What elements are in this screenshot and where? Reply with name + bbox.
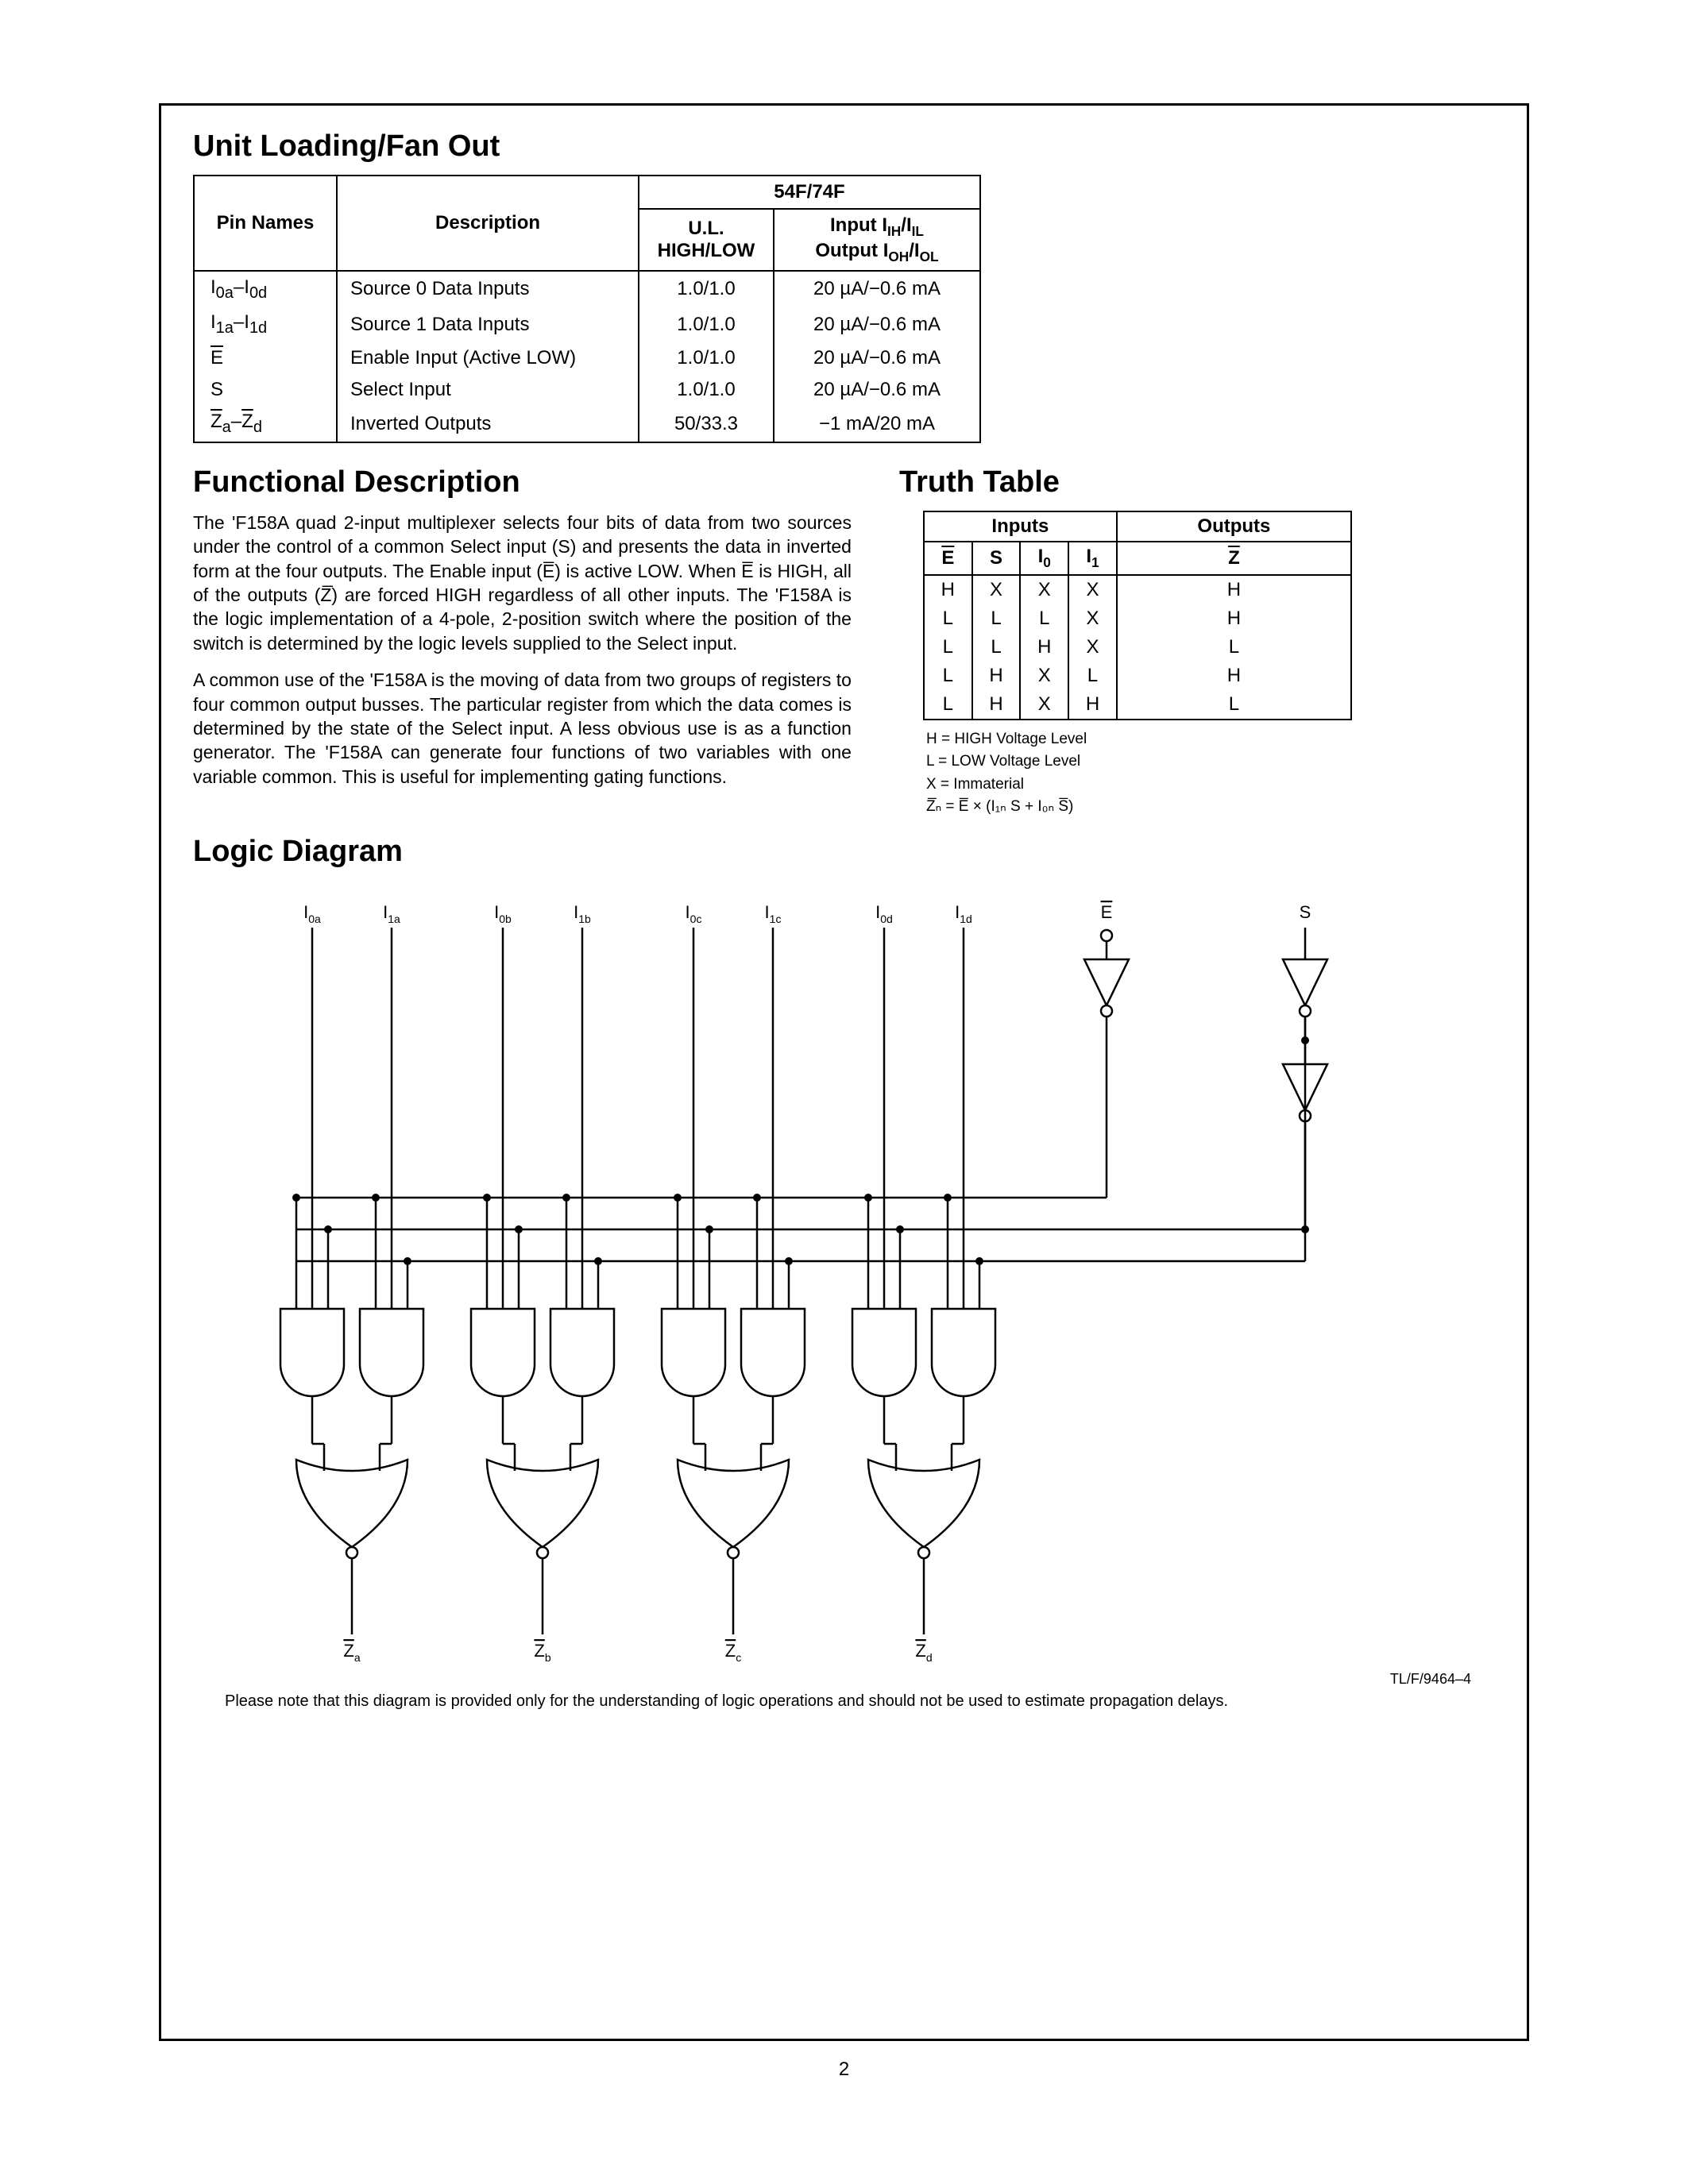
fanout-row: Za–ZdInverted Outputs50/33.3−1 mA/20 mA	[194, 406, 980, 442]
fanout-row: EEnable Input (Active LOW)1.0/1.020 µA/−…	[194, 342, 980, 374]
functional-description-col: Functional Description The 'F158A quad 2…	[193, 465, 852, 819]
truth-row: LLHXL	[924, 633, 1351, 662]
svg-text:I0d: I0d	[875, 902, 893, 925]
truth-title: Truth Table	[899, 465, 1495, 500]
func-title: Functional Description	[193, 465, 852, 500]
legend-x: X = Immaterial	[926, 774, 1495, 797]
fanout-table: Pin Names Description 54F/74F U.L.HIGH/L…	[193, 175, 981, 443]
legend-eq: Z̅ₙ = E̅ × (I₁ₙ S + I₀ₙ S̅)	[926, 796, 1495, 819]
svg-text:I1d: I1d	[955, 902, 972, 925]
truth-col: E	[924, 542, 972, 575]
datasheet-page: Unit Loading/Fan Out Pin Names Descripti…	[0, 0, 1688, 2184]
diagram-note: Please note that this diagram is provide…	[225, 1692, 1495, 1711]
page-number: 2	[159, 2059, 1529, 2081]
svg-text:Za: Za	[343, 1641, 360, 1664]
col-pin-names: Pin Names	[194, 176, 337, 271]
logic-diagram: I0a I1a I0b I1b I0c I1c I0d I1d E S Za Zb Zc Zd	[217, 888, 1456, 1674]
legend-l: L = LOW Voltage Level	[926, 751, 1495, 774]
fanout-row: SSelect Input1.0/1.020 µA/−0.6 mA	[194, 374, 980, 406]
svg-text:I0a: I0a	[303, 902, 321, 925]
truth-row: LLLXH	[924, 604, 1351, 633]
legend-h: H = HIGH Voltage Level	[926, 728, 1495, 751]
two-column-region: Functional Description The 'F158A quad 2…	[193, 465, 1495, 819]
fanout-title: Unit Loading/Fan Out	[193, 129, 1495, 164]
truth-row: LHXLH	[924, 662, 1351, 690]
svg-text:Zc: Zc	[725, 1641, 741, 1664]
svg-text:I0c: I0c	[686, 902, 702, 925]
func-p2: A common use of the 'F158A is the moving…	[193, 668, 852, 789]
truth-col: I1	[1068, 542, 1117, 575]
svg-text:Zd: Zd	[915, 1641, 932, 1664]
col-ul: U.L.HIGH/LOW	[639, 209, 774, 271]
truth-col: Z	[1117, 542, 1351, 575]
svg-text:Zb: Zb	[534, 1641, 550, 1664]
truth-col: I0	[1020, 542, 1068, 575]
col-family: 54F/74F	[639, 176, 980, 209]
truth-hdr-outputs: Outputs	[1117, 511, 1351, 542]
svg-text:I1c: I1c	[765, 902, 782, 925]
svg-text:I1b: I1b	[574, 902, 591, 925]
truth-table-col: Truth Table Inputs Outputs ESI0I1Z HXXXH…	[899, 465, 1495, 819]
truth-table: Inputs Outputs ESI0I1Z HXXXHLLLXHLLHXLLH…	[923, 511, 1352, 720]
svg-text:I0b: I0b	[494, 902, 512, 925]
truth-hdr-inputs: Inputs	[924, 511, 1117, 542]
logic-title: Logic Diagram	[193, 835, 1495, 869]
figure-id: TL/F/9464–4	[193, 1671, 1471, 1688]
svg-text:S: S	[1300, 902, 1311, 922]
truth-row: HXXXH	[924, 575, 1351, 604]
truth-col: S	[972, 542, 1021, 575]
truth-row: LHXHL	[924, 690, 1351, 720]
col-io: Input IIH/IIL Output IOH/IOL	[774, 209, 980, 271]
func-p1: The 'F158A quad 2-input multiplexer sele…	[193, 511, 852, 655]
logic-diagram-container: I0a I1a I0b I1b I0c I1c I0d I1d E S Za Zb Zc Zd TL/F/…	[193, 888, 1495, 1711]
fanout-row: I1a–I1dSource 1 Data Inputs1.0/1.020 µA/…	[194, 307, 980, 342]
svg-text:E: E	[1101, 902, 1113, 922]
col-description: Description	[337, 176, 639, 271]
content-frame: Unit Loading/Fan Out Pin Names Descripti…	[159, 103, 1529, 2041]
truth-legend: H = HIGH Voltage Level L = LOW Voltage L…	[926, 728, 1495, 819]
fanout-row: I0a–I0dSource 0 Data Inputs1.0/1.020 µA/…	[194, 271, 980, 307]
svg-text:I1a: I1a	[383, 902, 400, 925]
